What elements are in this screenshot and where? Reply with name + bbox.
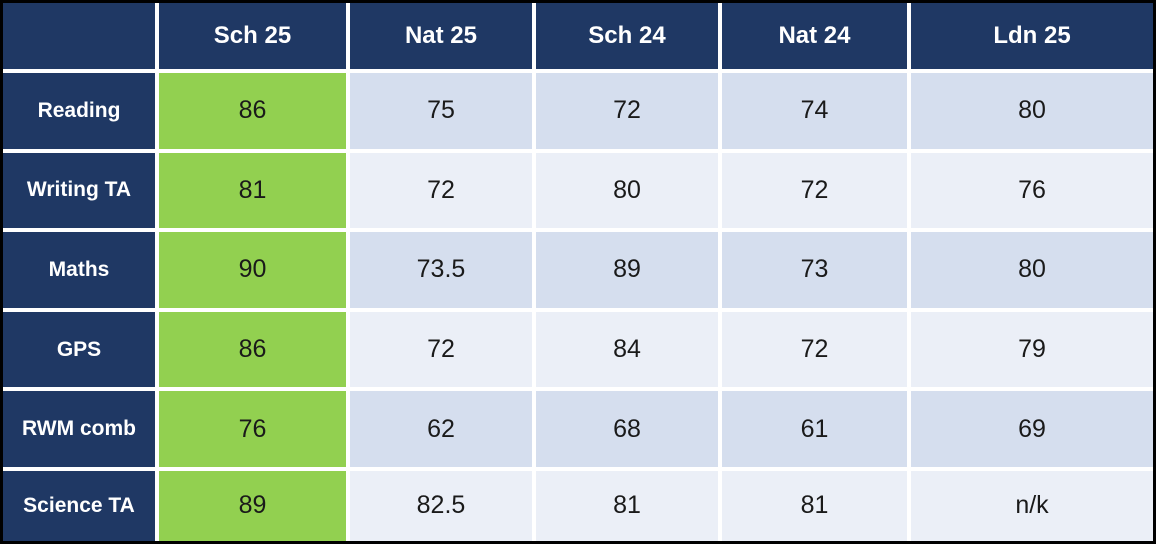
data-cell: 86 [159, 311, 350, 392]
corner-cell [3, 3, 159, 73]
data-cell: 68 [536, 391, 722, 471]
data-cell: 74 [722, 73, 911, 153]
row-header-reading: Reading [3, 73, 159, 153]
row-header-science-ta: Science TA [3, 470, 159, 541]
data-cell: 79 [911, 311, 1153, 392]
data-cell: 73 [722, 232, 911, 312]
data-cell: 81 [159, 152, 350, 233]
table-row-reading: Reading 86 75 72 74 80 [3, 73, 1153, 153]
data-cell: 72 [722, 311, 911, 392]
data-cell: 75 [350, 73, 536, 153]
table-row-science-ta: Science TA 89 82.5 81 81 n/k [3, 470, 1153, 541]
table-row-rwm-comb: RWM comb 76 62 68 61 69 [3, 391, 1153, 471]
data-cell: 76 [911, 152, 1153, 233]
data-cell: 62 [350, 391, 536, 471]
col-header-ldn-25: Ldn 25 [911, 3, 1153, 73]
data-cell: 80 [911, 73, 1153, 153]
col-header-nat-24: Nat 24 [722, 3, 911, 73]
data-cell: 76 [159, 391, 350, 471]
data-cell: 84 [536, 311, 722, 392]
results-table: Sch 25 Nat 25 Sch 24 Nat 24 Ldn 25 Readi… [3, 3, 1153, 541]
col-header-sch-24: Sch 24 [536, 3, 722, 73]
table-row-maths: Maths 90 73.5 89 73 80 [3, 232, 1153, 312]
data-cell: 69 [911, 391, 1153, 471]
col-header-nat-25: Nat 25 [350, 3, 536, 73]
row-header-gps: GPS [3, 311, 159, 392]
data-cell: 72 [350, 152, 536, 233]
data-cell: 80 [536, 152, 722, 233]
data-cell: 80 [911, 232, 1153, 312]
row-header-writing-ta: Writing TA [3, 152, 159, 233]
data-cell: 89 [536, 232, 722, 312]
data-cell: 81 [722, 470, 911, 541]
row-header-rwm-comb: RWM comb [3, 391, 159, 471]
data-cell: 81 [536, 470, 722, 541]
data-cell: 72 [350, 311, 536, 392]
data-cell: 72 [722, 152, 911, 233]
table-row-gps: GPS 86 72 84 72 79 [3, 311, 1153, 392]
data-cell: 89 [159, 470, 350, 541]
row-header-maths: Maths [3, 232, 159, 312]
header-row: Sch 25 Nat 25 Sch 24 Nat 24 Ldn 25 [3, 3, 1153, 73]
data-cell: 86 [159, 73, 350, 153]
data-cell: 72 [536, 73, 722, 153]
data-cell: 90 [159, 232, 350, 312]
data-cell: n/k [911, 470, 1153, 541]
data-cell: 82.5 [350, 470, 536, 541]
col-header-sch-25: Sch 25 [159, 3, 350, 73]
data-cell: 73.5 [350, 232, 536, 312]
table-row-writing-ta: Writing TA 81 72 80 72 76 [3, 152, 1153, 233]
data-cell: 61 [722, 391, 911, 471]
